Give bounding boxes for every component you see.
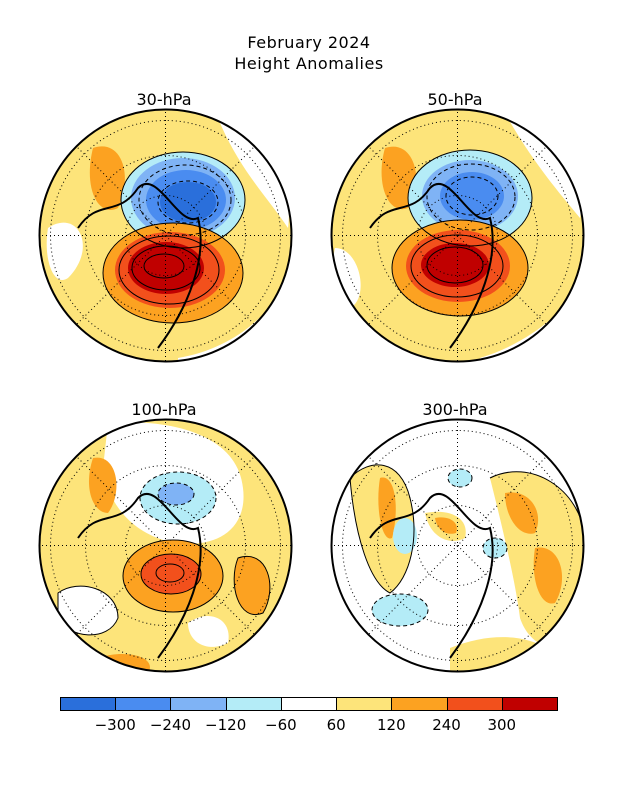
- colorbar-segment: [170, 697, 227, 711]
- coastline: [369, 493, 494, 659]
- map-300hpa: [330, 418, 585, 673]
- colorbar-segment: [280, 697, 338, 711]
- colorbar-segment: [391, 697, 448, 711]
- panel-label-100hpa: 100-hPa: [131, 400, 197, 419]
- coastline: [77, 493, 202, 659]
- colorbar-tick-label: 120: [377, 716, 406, 734]
- figure-title-month: February 2024: [247, 33, 371, 52]
- colorbar-tick-label: 300: [487, 716, 517, 734]
- map-30hpa: [38, 108, 293, 363]
- colorbar: [60, 697, 558, 713]
- coastline: [77, 183, 202, 349]
- colorbar-segment: [501, 697, 558, 711]
- figure-title-variable: Height Anomalies: [234, 54, 384, 73]
- colorbar-tick-label: 240: [432, 716, 461, 734]
- map-50hpa: [330, 108, 585, 363]
- panel-label-30hpa: 30-hPa: [136, 90, 192, 109]
- colorbar-tick-label: −240: [149, 716, 192, 734]
- panel-label-50hpa: 50-hPa: [427, 90, 483, 109]
- colorbar-tick-label: −60: [265, 716, 297, 734]
- negative-anomaly-center: [448, 469, 472, 487]
- colorbar-segment: [446, 697, 503, 711]
- coastline: [369, 183, 494, 349]
- colorbar-tick-label: −120: [205, 716, 247, 734]
- colorbar-segment: [225, 697, 282, 711]
- map-100hpa: [38, 418, 293, 673]
- panel-label-300hpa: 300-hPa: [422, 400, 488, 419]
- colorbar-segment: [336, 697, 393, 711]
- colorbar-segment: [115, 697, 172, 711]
- colorbar-segment: [60, 697, 117, 711]
- colorbar-tick-label: −300: [94, 716, 136, 734]
- colorbar-tick-label: 60: [326, 716, 346, 734]
